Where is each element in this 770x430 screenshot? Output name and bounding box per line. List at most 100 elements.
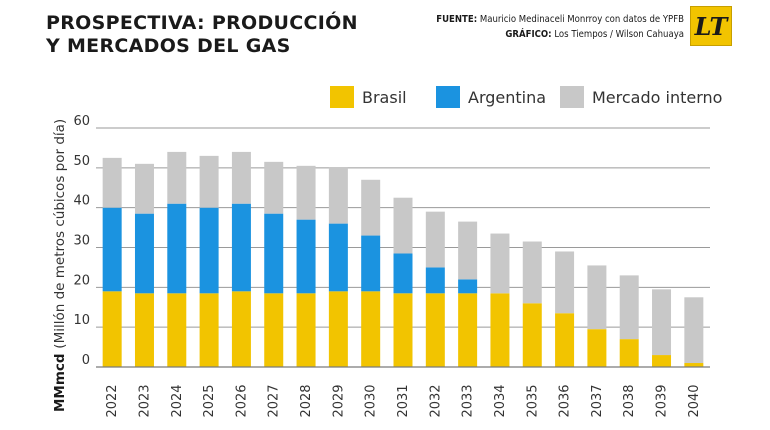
y-tick-label-50: 50 [73,154,90,169]
x-tick-label-2023: 2023 [137,384,152,417]
x-tick-label-2034: 2034 [493,384,508,417]
x-tick-label-2030: 2030 [364,384,379,417]
legend-label-mercado-interno: Mercado interno [592,87,723,107]
bar-argentina-2030 [361,235,381,292]
bar-brasil-2029 [328,291,348,367]
bar-brasil-2031 [393,293,413,367]
source-line: FUENTE: Mauricio Medinaceli Monrroy con … [436,12,684,27]
bar-brasil-2039 [652,355,672,367]
x-tick-label-2024: 2024 [170,384,185,417]
y-axis-label-description: (Millón de metros cúbicos por día) [52,119,68,349]
bar-brasil-2036 [555,313,575,367]
x-tick-label-2028: 2028 [299,384,314,417]
x-tick-label-2038: 2038 [622,384,637,417]
bar-argentina-2033 [458,279,478,294]
y-tick-label-0: 0 [82,353,90,368]
x-tick-label-2029: 2029 [331,384,346,417]
bar-brasil-2034 [490,293,510,367]
legend-item-brasil: Brasil [330,86,407,108]
svg-text:LT: LT [694,12,729,41]
title-line-2: Y MERCADOS DEL GAS [46,35,291,57]
legend-item-argentina: Argentina [436,86,546,108]
y-tick-label-60: 60 [73,114,90,129]
y-tick-label-30: 30 [73,234,90,249]
y-tick-label-40: 40 [73,194,90,209]
bar-brasil-2038 [619,339,639,367]
bar-brasil-2027 [264,293,284,367]
y-axis-label-unit: MMmcd [52,349,68,412]
legend-label-argentina: Argentina [468,87,547,107]
bar-mercado-interno-2027 [264,161,284,214]
bar-mercado-interno-2023 [134,163,154,214]
bar-argentina-2026 [231,203,251,292]
los-tiempos-logo: LT [690,6,732,46]
x-tick-label-2022: 2022 [105,384,120,417]
lt-monogram-icon: LT [694,12,729,41]
bar-argentina-2024 [167,203,187,294]
legend-swatch-argentina [436,86,460,108]
bar-mercado-interno-2039 [652,289,672,356]
bar-mercado-interno-2035 [522,241,542,304]
bar-argentina-2032 [425,267,445,294]
bar-brasil-2040 [684,363,704,367]
bar-mercado-interno-2033 [458,221,478,280]
bar-brasil-2024 [167,293,187,367]
x-tick-label-2040: 2040 [687,384,702,417]
bar-mercado-interno-2034 [490,233,510,294]
legend-swatch-brasil [330,86,354,108]
bar-brasil-2026 [231,291,251,367]
legend-label-brasil: Brasil [362,87,407,107]
legend-swatch-mercado-interno [560,86,584,108]
y-tick-label-10: 10 [73,313,90,328]
x-tick-label-2032: 2032 [428,384,443,417]
bar-brasil-2035 [522,303,542,367]
bar-mercado-interno-2030 [361,179,381,236]
graphic-text: Los Tiempos / Wilson Cahuaya [554,29,684,40]
chart-legend: Brasil Argentina Mercado interno [0,86,770,112]
x-tick-label-2027: 2027 [267,384,282,417]
bar-mercado-interno-2028 [296,165,316,220]
bar-argentina-2022 [102,207,122,292]
x-tick-label-2025: 2025 [202,384,217,417]
bar-mercado-interno-2036 [555,251,575,314]
bar-brasil-2037 [587,329,607,367]
bar-mercado-interno-2037 [587,265,607,330]
chart-title: PROSPECTIVA: PRODUCCIÓN Y MERCADOS DEL G… [46,12,358,58]
x-tick-label-2037: 2037 [590,384,605,417]
source-label: FUENTE: [436,14,478,25]
bar-mercado-interno-2032 [425,211,445,268]
y-axis-label: MMmcd (Millón de metros cúbicos por día) [52,119,68,412]
bar-mercado-interno-2022 [102,157,122,208]
bar-brasil-2022 [102,291,122,367]
bar-brasil-2033 [458,293,478,367]
graphic-line: GRÁFICO: Los Tiempos / Wilson Cahuaya [436,27,684,42]
bar-mercado-interno-2024 [167,151,187,204]
graphic-label: GRÁFICO: [505,29,552,40]
title-line-1: PROSPECTIVA: PRODUCCIÓN [46,12,358,34]
bar-mercado-interno-2025 [199,155,219,208]
y-tick-label-20: 20 [73,273,90,288]
bar-brasil-2032 [425,293,445,367]
bar-argentina-2027 [264,213,284,294]
x-tick-label-2039: 2039 [655,384,670,417]
bar-argentina-2028 [296,219,316,294]
bar-mercado-interno-2026 [231,151,251,204]
bar-argentina-2023 [134,213,154,294]
x-tick-label-2026: 2026 [234,384,249,417]
legend-item-mercado-interno: Mercado interno [560,86,722,108]
bar-mercado-interno-2038 [619,275,639,340]
bar-brasil-2025 [199,293,219,367]
source-text: Mauricio Medinaceli Monrroy con datos de… [479,14,684,25]
bar-mercado-interno-2029 [328,167,348,224]
x-tick-label-2033: 2033 [461,384,476,417]
bar-argentina-2025 [199,207,219,294]
x-tick-label-2031: 2031 [396,384,411,417]
bar-argentina-2031 [393,253,413,294]
bar-brasil-2030 [361,291,381,367]
bar-brasil-2023 [134,293,154,367]
bar-mercado-interno-2040 [684,297,704,364]
x-tick-label-2035: 2035 [525,384,540,417]
x-tick-label-2036: 2036 [558,384,573,417]
bar-argentina-2029 [328,223,348,292]
